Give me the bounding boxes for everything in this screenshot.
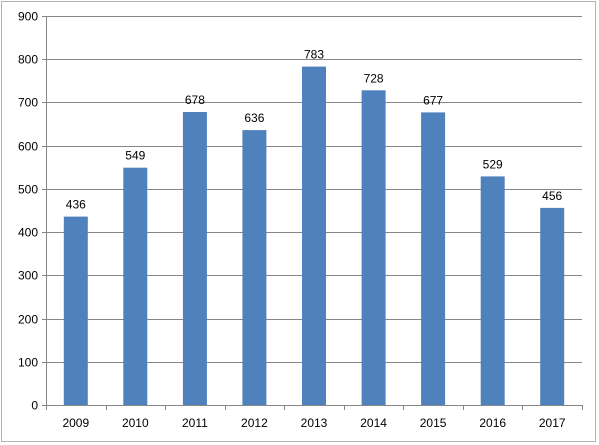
bar-2011	[182, 112, 207, 405]
data-label-2009: 436	[66, 198, 86, 212]
bars	[63, 66, 565, 406]
bar-2012	[242, 130, 267, 405]
y-tick-label: 200	[18, 313, 38, 327]
x-axis-tick-labels: 2009 2010 2011 2012 2013 2014 2015 2016 2017	[62, 416, 565, 430]
y-tick-label: 800	[18, 53, 38, 67]
y-tick-label: 400	[18, 226, 38, 240]
bar-2013	[302, 66, 326, 405]
y-tick-label: 500	[18, 183, 38, 197]
data-label-2017: 456	[542, 189, 562, 203]
bar-2015	[421, 112, 446, 406]
data-label-2010: 549	[125, 149, 145, 163]
y-tick-label: 0	[31, 399, 38, 413]
data-label-2016: 529	[483, 157, 503, 171]
x-tick-label-2013: 2013	[301, 416, 328, 430]
bar-2016	[480, 176, 505, 405]
x-tick-label-2014: 2014	[360, 416, 387, 430]
data-label-2014: 728	[364, 71, 384, 85]
y-axis-tick-labels: 0 100 200 300 400 500 600 700 800 900	[18, 10, 38, 413]
x-tick-label-2016: 2016	[479, 416, 506, 430]
axes	[42, 16, 583, 410]
bar-2017	[540, 207, 565, 405]
bar-2014	[361, 90, 386, 406]
x-tick-label-2015: 2015	[420, 416, 447, 430]
x-tick-label-2010: 2010	[122, 416, 149, 430]
x-tick-label-2017: 2017	[539, 416, 566, 430]
y-tick-label: 600	[18, 140, 38, 154]
x-tick-label-2011: 2011	[182, 416, 208, 430]
data-label-2011: 678	[185, 93, 205, 107]
x-tick-label-2012: 2012	[241, 416, 268, 430]
y-tick-label: 900	[18, 10, 38, 24]
y-tick-label: 700	[18, 96, 38, 110]
data-labels: 436 549 678 636 783 728 677 529 456	[66, 48, 563, 212]
y-tick-label: 300	[18, 269, 38, 283]
data-label-2015: 677	[423, 93, 443, 107]
x-tick-label-2009: 2009	[62, 416, 89, 430]
y-tick-label: 100	[18, 356, 38, 370]
bar-2009	[63, 216, 88, 405]
data-label-2013: 783	[304, 48, 324, 62]
data-label-2012: 636	[244, 111, 264, 125]
bar-2010	[123, 167, 148, 405]
